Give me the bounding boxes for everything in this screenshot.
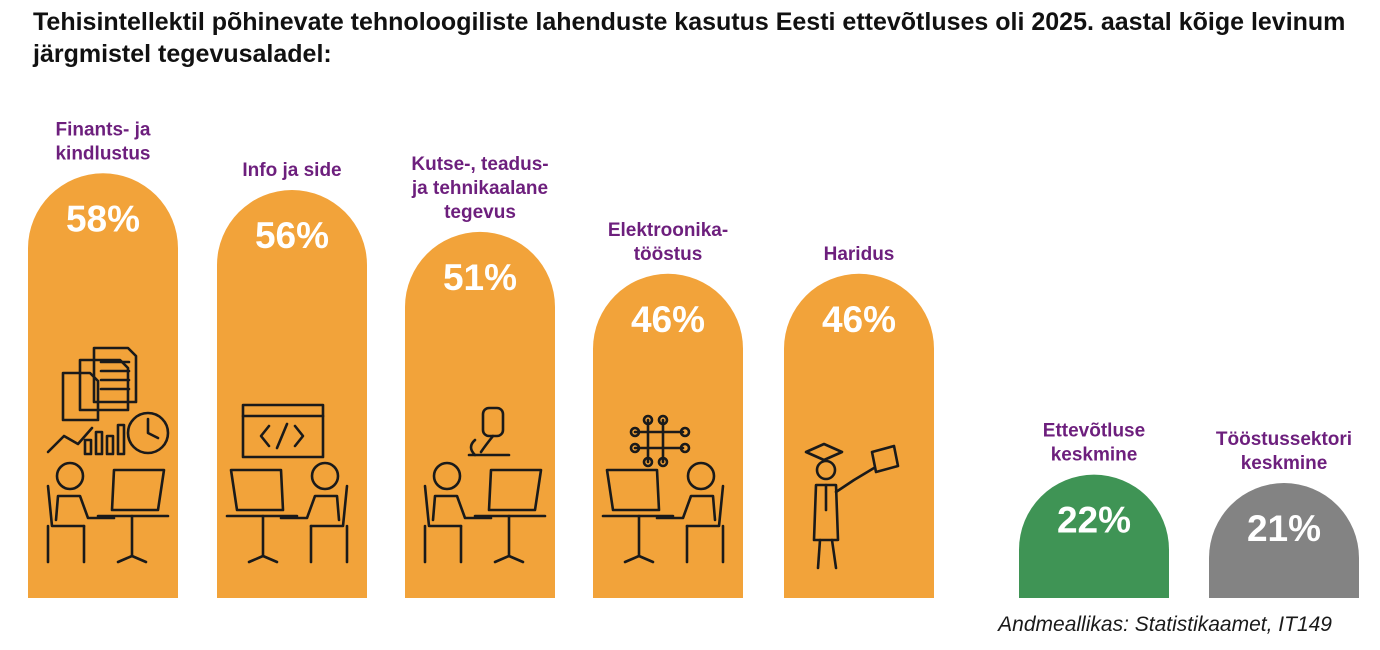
bar [1019, 474, 1169, 598]
bar-group: 51% Kutse-, teadus-ja tehnikaalane tegevus [405, 154, 555, 598]
code-window-icon [225, 403, 349, 564]
bar [405, 231, 555, 598]
category-label: Finants- ja kindlustus [55, 119, 150, 164]
value-label: 46% [822, 299, 896, 340]
category-label: Kutse-, teadus-ja tehnikaalane tegevus [411, 154, 549, 223]
bar-group: 46% Elektroonika-tööstus [593, 220, 743, 598]
person-at-desk-icon [225, 461, 349, 564]
microscope-icon [423, 406, 547, 564]
category-label: Haridus [824, 244, 895, 265]
category-label: Ettevõtluse keskmine [1043, 421, 1145, 466]
circuit-icon [601, 414, 725, 564]
graduate-icon [804, 442, 900, 570]
bar-group: 58% Finants- ja kindlustus [28, 119, 178, 599]
person-at-desk-icon [423, 461, 547, 564]
value-label: 46% [631, 299, 705, 340]
category-label: Info ja side [242, 160, 341, 181]
bar-group: 56% Info ja side [217, 160, 367, 598]
bar [784, 273, 934, 598]
value-label: 58% [66, 198, 140, 239]
value-label: 56% [255, 215, 329, 256]
value-label: 21% [1247, 508, 1321, 549]
bar [1209, 483, 1359, 598]
source-note: Andmeallikas: Statistikaamet, IT149 [998, 613, 1332, 636]
page-title: Tehisintellektil põhinevate tehnoloogili… [33, 8, 1346, 68]
bar-group: 21% Tööstussektori keskmine [1209, 429, 1359, 598]
category-label: Elektroonika-tööstus [608, 220, 728, 265]
person-at-desk-icon [601, 461, 725, 564]
bar-group: 22% Ettevõtluse keskmine [1019, 421, 1169, 598]
category-label: Tööstussektori keskmine [1216, 429, 1352, 474]
bar [28, 173, 178, 599]
documents-clock-growth-icon [46, 346, 170, 564]
person-at-desk-icon [46, 461, 170, 564]
value-label: 51% [443, 257, 517, 298]
bar-group: 46% Haridus [784, 244, 934, 598]
value-label: 22% [1057, 500, 1131, 541]
